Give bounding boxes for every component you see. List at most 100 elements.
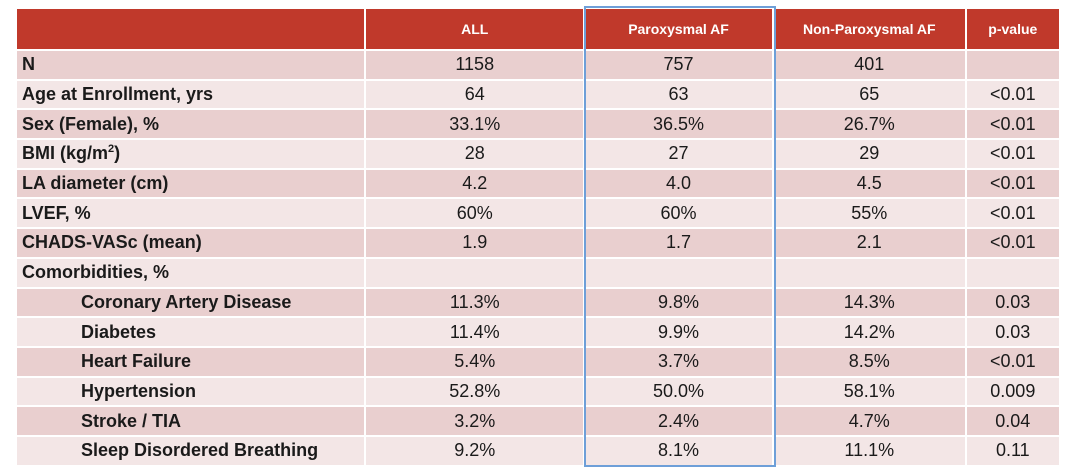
row-label-text: Diabetes [81,321,157,342]
row-label: Hypertension [17,377,365,406]
table-row: Stroke / TIA 3.2% 2.4% 4.7% 0.04 [17,407,1059,435]
cell-all: 52.8% [366,377,584,406]
cell-paroxysmal: 50.0% [585,377,772,406]
cell-non-paroxysmal: 29 [773,140,965,168]
cell-p-value: <0.01 [966,229,1059,257]
cell-paroxysmal: 9.8% [585,288,772,317]
cell-p-value: <0.01 [966,199,1059,228]
cell-paroxysmal: 3.7% [585,347,772,376]
cell-all: 11.3% [366,288,584,317]
cell-paroxysmal: 8.1% [585,436,772,465]
cell-all: 1158 [366,51,584,79]
cell-p-value: 0.04 [966,407,1059,435]
row-label-text: Stroke / TIA [81,410,182,431]
cell-paroxysmal: 1.7 [585,229,772,257]
table-row: Comorbidities, % [17,258,1059,287]
cell-p-value: <0.01 [966,80,1059,109]
baseline-characteristics-table-wrap: ALL Paroxysmal AF Non-Paroxysmal AF p-va… [17,7,1059,467]
table-body: N 1158 757 401 Age at Enrollment, yrs 64 63 65 <… [17,51,1059,465]
table-row: Sex (Female), % 33.1% 36.5% 26.7% <0.01 [17,110,1059,139]
cell-paroxysmal: 4.0 [585,169,772,198]
header-cell-all: ALL [366,9,584,49]
row-label-text: Hypertension [81,380,197,401]
row-label: Diabetes [17,318,365,346]
cell-paroxysmal: 2.4% [585,407,772,435]
cell-non-paroxysmal: 11.1% [773,436,965,465]
cell-all: 9.2% [366,436,584,465]
cell-all: 5.4% [366,347,584,376]
row-label: Coronary Artery Disease [17,288,365,317]
row-label: LA diameter (cm) [17,169,365,198]
cell-paroxysmal: 36.5% [585,110,772,139]
row-label-text: Sleep Disordered Breathing [81,440,319,461]
cell-all [366,258,584,287]
row-label-text: N [22,54,35,75]
cell-non-paroxysmal: 401 [773,51,965,79]
header-row: ALL Paroxysmal AF Non-Paroxysmal AF p-va… [17,9,1059,49]
header-cell-label [17,9,365,49]
cell-all: 3.2% [366,407,584,435]
cell-paroxysmal: 27 [585,140,772,168]
cell-non-paroxysmal: 14.3% [773,288,965,317]
row-label-text: CHADS-VASc (mean) [22,232,202,253]
cell-all: 4.2 [366,169,584,198]
row-label-text: Coronary Artery Disease [81,291,292,312]
row-label-text: LA diameter (cm) [22,173,169,194]
row-label-text: Sex (Female), % [22,113,160,134]
cell-p-value: 0.11 [966,436,1059,465]
table-row: Diabetes 11.4% 9.9% 14.2% 0.03 [17,318,1059,346]
cell-paroxysmal [585,258,772,287]
cell-all: 1.9 [366,229,584,257]
table-row: BMI (kg/m2) 28 27 29 <0.01 [17,140,1059,168]
row-label: LVEF, % [17,199,365,228]
row-label: Comorbidities, % [17,258,365,287]
cell-p-value: <0.01 [966,140,1059,168]
row-label: Age at Enrollment, yrs [17,80,365,109]
row-label: BMI (kg/m2) [17,140,365,168]
row-label: N [17,51,365,79]
table-row: N 1158 757 401 [17,51,1059,79]
cell-paroxysmal: 757 [585,51,772,79]
table-row: Coronary Artery Disease 11.3% 9.8% 14.3% 0.0… [17,288,1059,317]
row-label-text: Heart Failure [81,351,192,372]
cell-all: 28 [366,140,584,168]
row-label-text: LVEF, % [22,202,91,223]
cell-p-value [966,258,1059,287]
cell-non-paroxysmal: 58.1% [773,377,965,406]
cell-non-paroxysmal: 4.7% [773,407,965,435]
cell-p-value: 0.03 [966,288,1059,317]
cell-p-value: 0.009 [966,377,1059,406]
row-label-text: BMI (kg/m [22,143,109,164]
cell-paroxysmal: 9.9% [585,318,772,346]
table-row: CHADS-VASc (mean) 1.9 1.7 2.1 <0.01 [17,229,1059,257]
row-label: Sleep Disordered Breathing [17,436,365,465]
cell-non-paroxysmal: 8.5% [773,347,965,376]
cell-p-value [966,51,1059,79]
row-label: Heart Failure [17,347,365,376]
cell-non-paroxysmal: 26.7% [773,110,965,139]
cell-paroxysmal: 63 [585,80,772,109]
row-label: Sex (Female), % [17,110,365,139]
row-label: Stroke / TIA [17,407,365,435]
header-cell-paroxysmal: Paroxysmal AF [585,9,772,49]
cell-non-paroxysmal: 14.2% [773,318,965,346]
cell-non-paroxysmal: 4.5 [773,169,965,198]
table-row: Age at Enrollment, yrs 64 63 65 <0.01 [17,80,1059,109]
row-label-text: Age at Enrollment, yrs [22,84,214,105]
cell-p-value: <0.01 [966,347,1059,376]
row-label-suffix: ) [114,143,121,164]
cell-p-value: 0.03 [966,318,1059,346]
table-row: Sleep Disordered Breathing 9.2% 8.1% 11.1% 0… [17,436,1059,465]
cell-all: 60% [366,199,584,228]
header-cell-p-value: p-value [966,9,1059,49]
cell-all: 33.1% [366,110,584,139]
table-row: LA diameter (cm) 4.2 4.0 4.5 <0.01 [17,169,1059,198]
cell-paroxysmal: 60% [585,199,772,228]
table-row: Heart Failure 5.4% 3.7% 8.5% <0.01 [17,347,1059,376]
row-label-text: Comorbidities, % [22,262,170,283]
cell-non-paroxysmal [773,258,965,287]
baseline-characteristics-table: ALL Paroxysmal AF Non-Paroxysmal AF p-va… [15,7,1061,467]
row-label-superscript: 2 [108,143,115,156]
cell-all: 11.4% [366,318,584,346]
cell-non-paroxysmal: 2.1 [773,229,965,257]
